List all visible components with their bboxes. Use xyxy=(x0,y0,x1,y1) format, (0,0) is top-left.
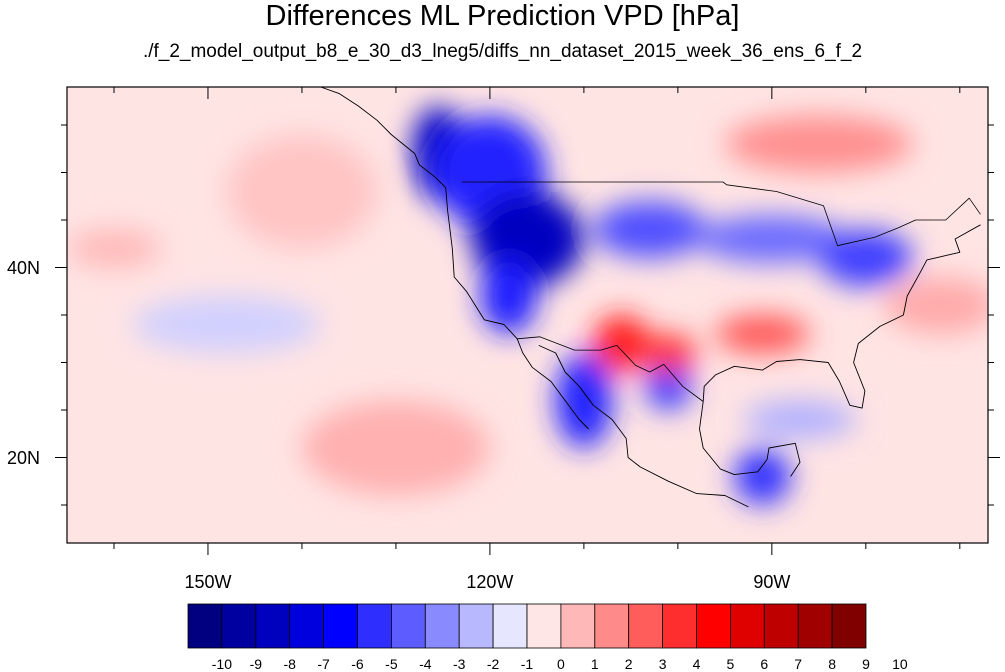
colorbar-box xyxy=(831,603,867,649)
field-blob-9 xyxy=(734,448,791,505)
map-plot-area xyxy=(67,87,988,543)
colorbar-box xyxy=(255,603,291,649)
x-tick-label: 120W xyxy=(466,572,514,592)
field-blob-14 xyxy=(724,115,913,173)
colorbar-label: -5 xyxy=(385,656,398,672)
colorbar-label: -6 xyxy=(351,656,364,672)
colorbar-label: 4 xyxy=(692,656,701,672)
us-canada-border xyxy=(461,181,981,247)
west-coast xyxy=(445,187,589,430)
map-subtitle: ./f_2_model_output_b8_e_30_d3_lneg5/diff… xyxy=(142,41,863,62)
colorbar-label: -1 xyxy=(520,656,534,672)
colorbar-label: -2 xyxy=(486,656,500,672)
colorbar-label: -8 xyxy=(283,656,296,672)
field-blob-17 xyxy=(743,400,857,439)
colorbar-label: 3 xyxy=(658,656,667,672)
colorbar-box xyxy=(628,603,664,649)
axis-ticks xyxy=(55,87,1000,555)
colorbar-box xyxy=(797,603,833,649)
us-mexico-border xyxy=(517,336,704,402)
colorbar-label: 5 xyxy=(726,656,735,672)
colorbar-box xyxy=(662,603,697,649)
field-blob-19 xyxy=(226,134,378,249)
bc-coast xyxy=(320,87,447,189)
colorbar-label: 1 xyxy=(590,656,599,672)
gulf-of-mexico xyxy=(702,224,981,409)
field-blob-4 xyxy=(593,201,707,258)
field-blob-18 xyxy=(67,229,161,268)
x-tick-label: 150W xyxy=(184,572,232,592)
field-blob-16 xyxy=(132,296,321,353)
field-blob-11 xyxy=(640,334,697,372)
field-blob-12 xyxy=(715,315,810,353)
boundary-lines xyxy=(320,87,981,508)
colorbar-box xyxy=(730,603,765,649)
y-tick-label: 20N xyxy=(6,447,40,468)
colorbar-box xyxy=(424,603,460,649)
colorbar-box xyxy=(187,603,223,649)
colorbar-label: 2 xyxy=(624,656,633,672)
field-blob-15 xyxy=(884,277,988,334)
colorbar-box xyxy=(492,603,528,649)
y-tick-label: 40N xyxy=(6,257,40,278)
field-blobs xyxy=(67,106,988,505)
colorbar-label: -10 xyxy=(211,656,232,672)
colorbar-box xyxy=(526,603,562,649)
colorbar-label: 7 xyxy=(794,656,803,672)
colorbar-label: 10 xyxy=(892,656,908,672)
colorbar-label: 8 xyxy=(828,656,836,672)
colorbar-box xyxy=(221,603,257,649)
colorbar xyxy=(187,603,867,649)
colorbar-box xyxy=(357,603,392,649)
field-blob-8 xyxy=(644,362,692,410)
colorbar-label: -3 xyxy=(452,656,466,672)
colorbar-label: 9 xyxy=(862,656,870,672)
colorbar-box xyxy=(289,603,325,649)
colorbar-label: 0 xyxy=(556,656,565,672)
colorbar-box xyxy=(458,603,494,649)
field-blob-13 xyxy=(301,400,490,496)
colorbar-box xyxy=(390,603,426,649)
gulf-of-california xyxy=(538,344,749,508)
field-blob-7 xyxy=(555,353,613,448)
map-title: Differences ML Prediction VPD [hPa] xyxy=(265,0,740,32)
field-blob-5 xyxy=(696,215,848,263)
field-blob-3 xyxy=(480,258,537,334)
colorbar-label: -7 xyxy=(317,656,330,672)
field-blob-6 xyxy=(818,229,913,287)
mexico-gulf xyxy=(699,401,801,477)
colorbar-box xyxy=(696,603,731,649)
colorbar-label: -9 xyxy=(249,656,263,672)
x-tick-label: 90W xyxy=(753,572,791,592)
colorbar-box xyxy=(763,603,799,649)
colorbar-label: -4 xyxy=(419,656,432,672)
colorbar-box xyxy=(560,603,596,649)
colorbar-box xyxy=(323,603,358,649)
field-blob-10 xyxy=(593,315,650,372)
colorbar-box xyxy=(594,603,630,649)
colorbar-label: 6 xyxy=(760,656,769,672)
